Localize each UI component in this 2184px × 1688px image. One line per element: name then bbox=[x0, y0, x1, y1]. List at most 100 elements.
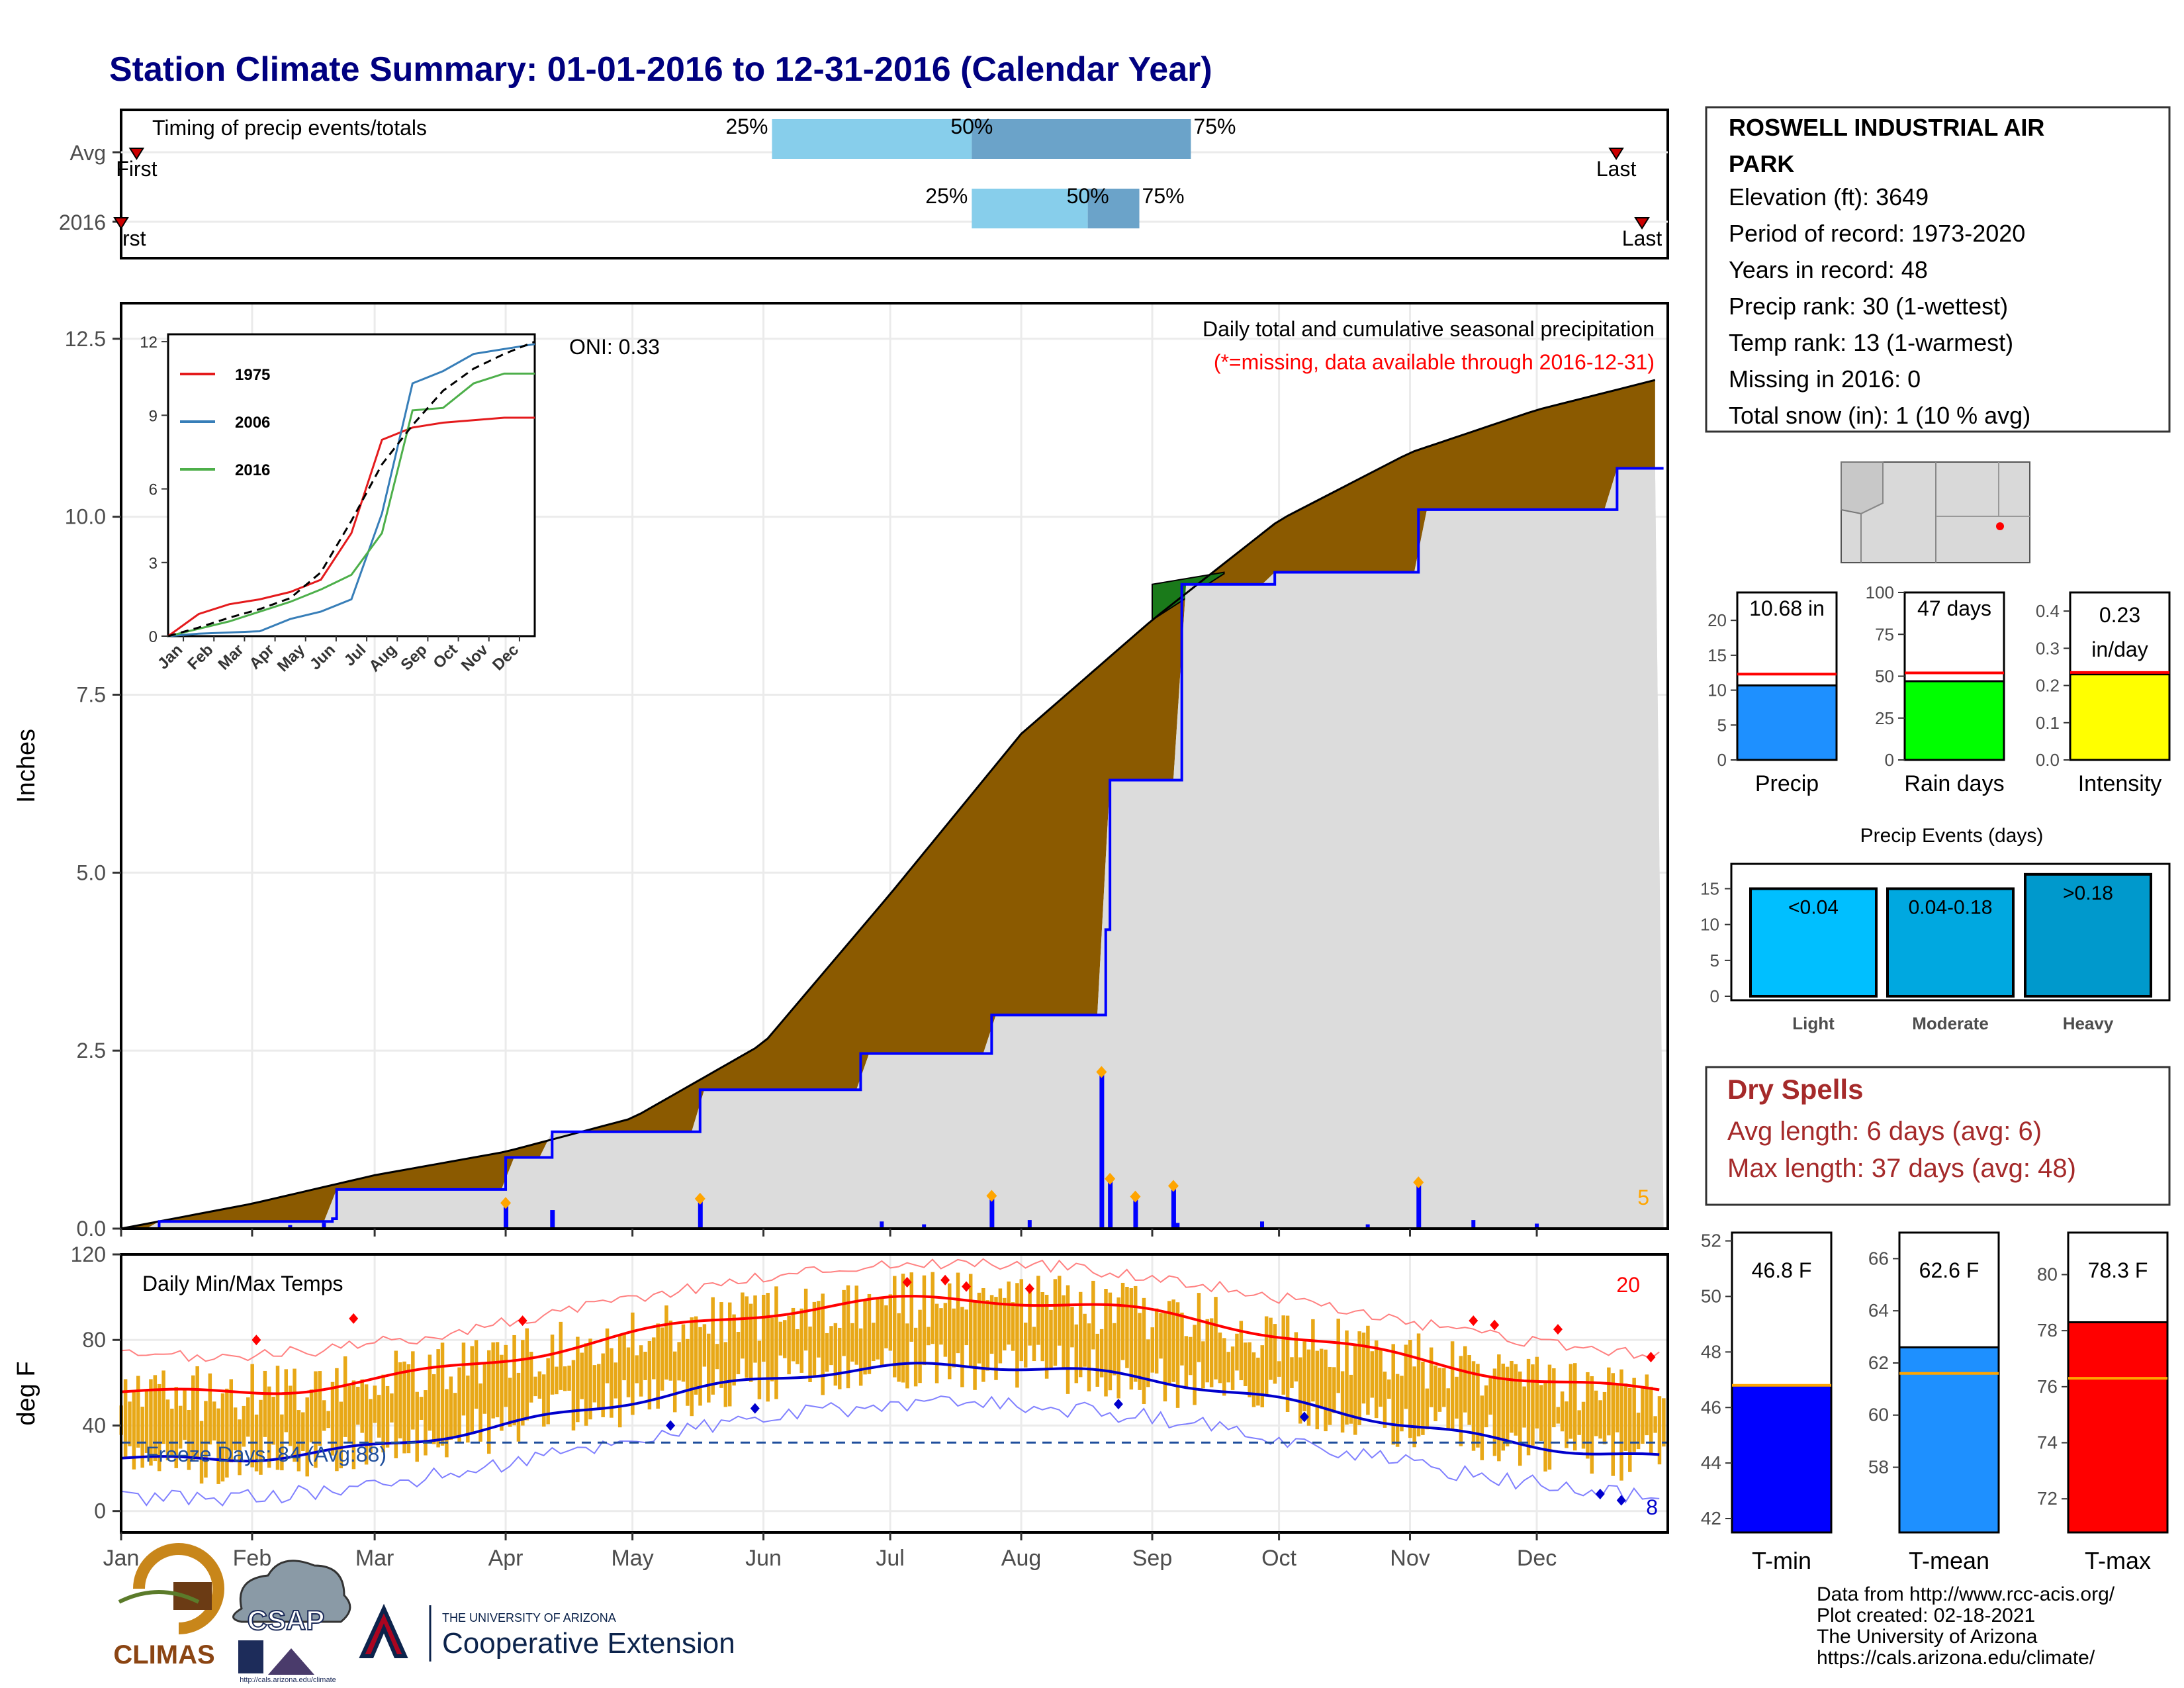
tmax-ytick-label: 80 bbox=[2037, 1264, 2058, 1285]
daily-temp-bar bbox=[1636, 1413, 1641, 1450]
climas-text: CLIMAS bbox=[113, 1640, 214, 1669]
events-ytick-label: 10 bbox=[1700, 915, 1719, 935]
daily-temp-bar bbox=[1146, 1339, 1150, 1387]
timing-q75-label: 75% bbox=[1193, 115, 1236, 138]
daily-temp-bar bbox=[1497, 1354, 1501, 1462]
daily-temp-bar bbox=[1209, 1318, 1214, 1387]
daily-temp-bar bbox=[1163, 1311, 1167, 1402]
daily-temp-bar bbox=[884, 1305, 888, 1348]
inset-legend-label: 1975 bbox=[235, 366, 270, 384]
timing-q50-label: 50% bbox=[1067, 184, 1109, 208]
locator-map bbox=[1841, 461, 2030, 563]
daily-temp-bar bbox=[381, 1374, 385, 1453]
daily-temp-bar bbox=[778, 1321, 783, 1356]
daily-temp-bar bbox=[461, 1342, 466, 1416]
daily-temp-bar bbox=[985, 1300, 989, 1371]
dry-spells-title: Dry Spells bbox=[1727, 1074, 1863, 1105]
timing-q25-label: 25% bbox=[925, 184, 968, 208]
ua-small-text: THE UNIVERSITY OF ARIZONA bbox=[442, 1611, 616, 1624]
daily-temp-bar bbox=[1044, 1295, 1049, 1379]
record-low-marker bbox=[750, 1403, 760, 1414]
daily-temp-bar bbox=[948, 1283, 952, 1380]
daily-temp-bar bbox=[474, 1340, 478, 1409]
daily-temp-bar bbox=[905, 1323, 909, 1389]
daily-temp-bar bbox=[1324, 1349, 1328, 1432]
daily-temp-bar bbox=[1053, 1279, 1058, 1366]
footer-line3: The University of Arizona bbox=[1817, 1626, 2038, 1648]
daily-temp-bar bbox=[1269, 1317, 1273, 1380]
daily-temp-bar bbox=[766, 1293, 770, 1402]
daily-temp-bar bbox=[1395, 1374, 1400, 1447]
daily-temp-bar bbox=[1184, 1336, 1189, 1389]
daily-temp-bar bbox=[1074, 1324, 1079, 1383]
precip-ytick-label: 10.0 bbox=[65, 505, 106, 529]
daily-temp-bar bbox=[1573, 1363, 1577, 1451]
rain-days-value: 47 days bbox=[1917, 596, 1991, 620]
daily-temp-bar bbox=[347, 1385, 351, 1444]
timing-q75-label: 75% bbox=[1142, 184, 1185, 208]
daily-temp-bar bbox=[521, 1340, 525, 1426]
daily-temp-bar bbox=[1471, 1361, 1476, 1451]
daily-precip-marker bbox=[1105, 1172, 1116, 1185]
daily-temp-bar bbox=[364, 1384, 369, 1465]
daily-temp-bar bbox=[707, 1333, 711, 1403]
daily-temp-bar bbox=[369, 1399, 373, 1453]
last-marker-y2016 bbox=[1634, 217, 1650, 230]
daily-temp-bar bbox=[406, 1364, 411, 1454]
daily-temp-bar bbox=[356, 1386, 360, 1425]
daily-temp-bar bbox=[1349, 1374, 1353, 1424]
record-high-marker bbox=[1490, 1319, 1500, 1331]
intensity-ytick-label: 0.0 bbox=[2036, 750, 2060, 770]
record-low-line bbox=[120, 1395, 1660, 1507]
daily-temp-bar bbox=[508, 1378, 512, 1427]
daily-temp-bar bbox=[537, 1371, 542, 1399]
daily-temp-bar bbox=[672, 1351, 677, 1413]
daily-temp-bar bbox=[698, 1327, 702, 1406]
inset-avg-line bbox=[167, 340, 535, 637]
record-high-marker bbox=[962, 1281, 972, 1292]
cum-2016-area-top bbox=[121, 468, 1664, 1229]
daily-temp-bar bbox=[580, 1352, 584, 1399]
daily-temp-bar bbox=[1277, 1361, 1281, 1377]
daily-temp-bar bbox=[1171, 1299, 1175, 1382]
daily-temp-bar bbox=[225, 1388, 229, 1478]
daily-temp-bar bbox=[1239, 1321, 1244, 1381]
daily-temp-bar bbox=[271, 1396, 275, 1445]
daily-temp-bar bbox=[1552, 1368, 1556, 1428]
daily-temp-bar bbox=[1421, 1362, 1425, 1435]
daily-temp-bar bbox=[1412, 1366, 1416, 1448]
daily-temp-bar bbox=[1049, 1309, 1053, 1369]
daily-temp-bar bbox=[305, 1397, 309, 1477]
daily-temp-bar bbox=[1167, 1301, 1171, 1383]
daily-temp-bar bbox=[178, 1405, 183, 1449]
daily-temp-bar bbox=[597, 1364, 601, 1411]
daily-temp-bar bbox=[1539, 1385, 1543, 1441]
daily-temp-bar bbox=[1379, 1350, 1383, 1407]
daily-temp-bar bbox=[1336, 1319, 1340, 1393]
daily-temp-bar bbox=[660, 1327, 664, 1391]
daily-temp-bar bbox=[432, 1374, 436, 1444]
daily-temp-bar bbox=[1425, 1388, 1430, 1430]
daily-temp-bar bbox=[1078, 1291, 1083, 1378]
daily-temp-bar bbox=[229, 1379, 234, 1463]
daily-precip-bar-small bbox=[1365, 1224, 1370, 1229]
daily-temp-bar bbox=[1180, 1312, 1184, 1366]
station-info: ROSWELL INDUSTRIAL AIR PARK Elevation (f… bbox=[1705, 106, 2171, 433]
station-missing: Missing in 2016: 0 bbox=[1729, 365, 1921, 393]
daily-temp-bar bbox=[1273, 1324, 1277, 1384]
daily-temp-bar bbox=[204, 1401, 208, 1478]
daily-temp-bar bbox=[1019, 1279, 1024, 1362]
daily-temp-bar bbox=[837, 1327, 842, 1389]
timing-q25-label: 25% bbox=[725, 115, 768, 138]
rain-days-bar bbox=[1903, 680, 2005, 761]
precip-ytick-label: 15 bbox=[1707, 645, 1727, 665]
daily-temp-bar bbox=[326, 1411, 330, 1429]
daily-temp-bar bbox=[829, 1326, 833, 1366]
month-label: May bbox=[611, 1546, 653, 1571]
daily-temp-bar bbox=[1108, 1292, 1113, 1391]
daily-temp-bar bbox=[796, 1329, 799, 1364]
daily-precip-marker bbox=[500, 1197, 512, 1209]
inset-ytick-label: 12 bbox=[140, 334, 158, 352]
daily-temp-bar bbox=[482, 1362, 487, 1414]
daily-temp-bar bbox=[1361, 1333, 1366, 1404]
